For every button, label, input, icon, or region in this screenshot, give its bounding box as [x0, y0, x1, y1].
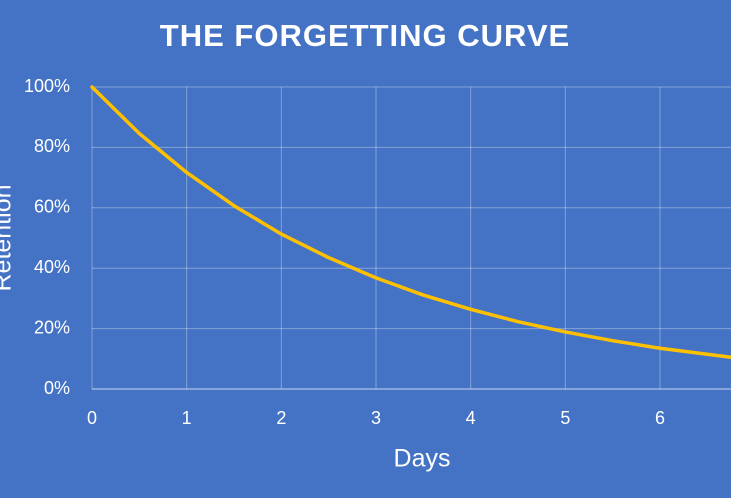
y-tick-label: 100% [24, 76, 70, 96]
x-tick-label: 0 [87, 408, 97, 428]
y-tick-label: 40% [34, 257, 70, 277]
x-tick-label: 3 [371, 408, 381, 428]
chart-title: THE FORGETTING CURVE [160, 18, 570, 53]
x-axis-title: Days [394, 445, 451, 473]
x-tick-label: 5 [560, 408, 570, 428]
y-tick-label: 20% [34, 317, 70, 337]
x-tick-label: 6 [655, 408, 665, 428]
x-tick-label: 4 [466, 408, 476, 428]
y-tick-label: 80% [34, 136, 70, 156]
x-tick-label: 1 [182, 408, 192, 428]
y-axis-title: Retention [0, 184, 17, 291]
x-tick-label: 2 [276, 408, 286, 428]
y-tick-label: 60% [34, 197, 70, 217]
data-line [90, 85, 731, 360]
y-tick-label: 0% [44, 378, 70, 398]
